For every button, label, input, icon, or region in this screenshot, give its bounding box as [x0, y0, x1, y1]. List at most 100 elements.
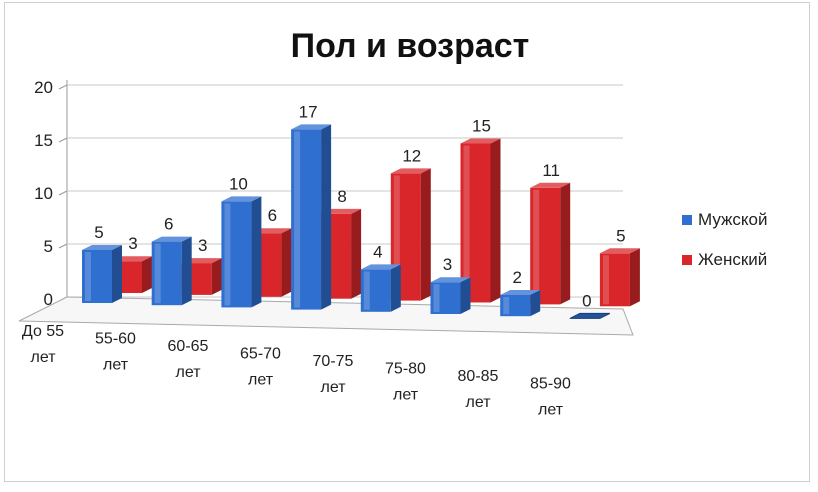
bar-male: [221, 196, 262, 308]
data-label-male: 5: [94, 223, 103, 242]
bar-top: [569, 312, 611, 319]
bar-highlight: [602, 255, 609, 305]
bar-side: [181, 236, 192, 306]
bar-side: [351, 208, 362, 299]
legend-label: Женский: [698, 250, 767, 269]
y-tick-mark: [58, 84, 68, 90]
bar-side: [112, 245, 122, 303]
bar-top: [460, 138, 501, 144]
x-category-label-line: лет: [538, 402, 564, 419]
bar-male: [360, 264, 401, 312]
bar-side: [281, 228, 292, 297]
data-label-female: 8: [337, 187, 346, 206]
bar-male: [500, 290, 541, 317]
x-category-label: До 55 лет: [22, 323, 64, 366]
y-tick-label: 15: [34, 131, 53, 150]
legend-label: Мужской: [698, 210, 768, 229]
bar-side: [420, 168, 431, 301]
bar-male: [151, 236, 192, 306]
data-label-female: 15: [472, 117, 491, 136]
y-tick-label: 10: [34, 184, 53, 203]
bar-highlight: [533, 189, 540, 303]
bars-layer: [82, 124, 640, 319]
bar-male: [569, 312, 611, 319]
x-category-label: 75-80 лет: [385, 361, 426, 404]
bar-highlight: [433, 284, 440, 312]
bar-side: [490, 138, 501, 303]
x-category-label: 60-65 лет: [168, 338, 209, 381]
chart-frame: Пол и возраст 0 5 10 15 20 5 3 До 55 лет 6 3 55-60 л…: [4, 2, 810, 482]
x-category-label-line: 55-60: [95, 331, 136, 348]
bar-side: [390, 264, 401, 312]
data-label-male: 17: [299, 102, 318, 121]
bar-highlight: [154, 243, 161, 304]
bar-female: [530, 182, 571, 305]
bar-top: [360, 264, 401, 270]
bar-side: [530, 290, 541, 317]
x-category-label: 65-70 лет: [240, 346, 281, 389]
data-label-female: 3: [198, 236, 207, 255]
bar-side: [142, 256, 152, 293]
bar-side: [560, 182, 571, 305]
data-label-male: 0: [582, 291, 591, 310]
x-category-label: 55-60 лет: [95, 331, 136, 374]
legend-swatch: [682, 215, 692, 225]
bar-highlight: [294, 131, 301, 308]
bar-male: [430, 277, 471, 314]
bar-top: [151, 236, 192, 242]
bar-top: [530, 182, 571, 188]
x-category-label-line: 80-85: [458, 368, 499, 385]
x-category-label-line: До 55: [22, 323, 64, 340]
x-category-label-line: лет: [248, 372, 274, 389]
x-category-label-line: лет: [103, 357, 129, 374]
bar-male: [82, 245, 122, 303]
x-category-label-line: 70-75: [313, 353, 354, 370]
legend: Мужской Женский: [682, 210, 768, 269]
bar-highlight: [503, 297, 510, 315]
x-category-label-line: 85-90: [530, 376, 571, 393]
bar-female: [599, 248, 640, 307]
data-label-female: 11: [542, 161, 560, 180]
bar-side: [211, 258, 222, 295]
bar-top: [390, 168, 431, 174]
legend-swatch: [682, 255, 692, 265]
y-tick-mark: [58, 137, 68, 143]
data-label-male: 2: [512, 268, 521, 287]
chart-title: Пол и возраст: [291, 27, 530, 65]
x-category-label: 80-85 лет: [458, 368, 499, 411]
data-label-male: 4: [373, 242, 382, 261]
y-tick-label: 5: [44, 237, 53, 256]
x-category-label: 70-75 лет: [313, 353, 354, 396]
x-category-label-line: лет: [393, 387, 419, 404]
bar-female: [390, 168, 431, 301]
y-tick-label: 0: [44, 290, 53, 309]
bar-female: [460, 138, 501, 303]
data-label-male: 6: [164, 215, 173, 234]
bar-highlight: [393, 175, 400, 299]
x-category-label-line: лет: [465, 394, 491, 411]
x-category-label-line: лет: [320, 379, 346, 396]
bar-top: [221, 196, 262, 202]
bar-top: [291, 124, 332, 130]
bar-side: [460, 277, 471, 314]
y-tick-mark: [58, 190, 68, 196]
data-label-female: 12: [402, 146, 421, 165]
y-tick-mark: [58, 243, 68, 249]
bar-top: [430, 277, 471, 283]
bar-highlight: [224, 203, 231, 306]
data-label-male: 3: [443, 255, 452, 274]
x-category-label-line: 65-70: [240, 346, 281, 363]
x-category-label-line: 60-65: [168, 338, 209, 355]
x-category-label-line: 75-80: [385, 361, 426, 378]
bar-top: [82, 245, 122, 250]
data-label-female: 6: [268, 206, 277, 225]
bar-highlight: [85, 252, 91, 301]
x-category-label-line: лет: [30, 349, 56, 366]
bar-male: [291, 124, 332, 310]
bar-side: [321, 124, 332, 310]
data-label-female: 5: [616, 226, 625, 245]
y-tick-label: 20: [34, 78, 53, 97]
bar-side: [629, 248, 640, 307]
bar-side: [251, 196, 262, 308]
